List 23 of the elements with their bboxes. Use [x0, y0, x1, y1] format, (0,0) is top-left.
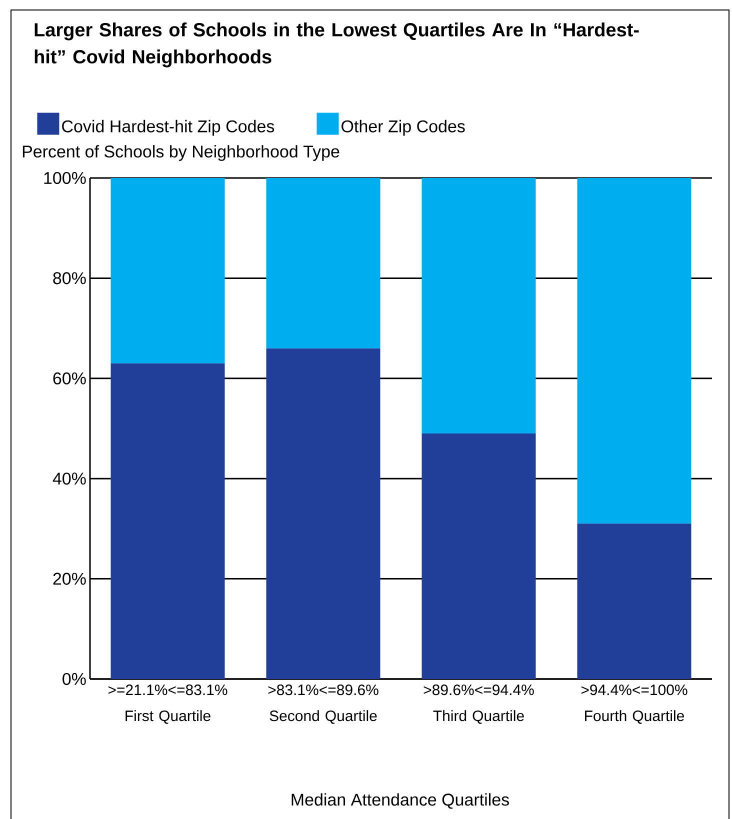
bar — [422, 434, 536, 679]
x-tick-label: >89.6%<=94.4% Third Quartile — [424, 684, 534, 724]
bar — [422, 178, 536, 434]
y-tick-label: 80% — [53, 272, 86, 284]
bar — [110, 363, 225, 679]
legend-label: Other Zip Codes — [342, 120, 465, 136]
x-tick-label: >=21.1%<=83.1% First Quartile — [108, 684, 228, 724]
y-tick-label: 20% — [53, 572, 86, 585]
bar — [266, 178, 380, 348]
bar — [266, 348, 380, 679]
bar — [110, 178, 225, 364]
y-tick-label: 100% — [44, 172, 86, 184]
x-tick-label: >94.4%<=100% Fourth Quartile — [581, 684, 688, 724]
chart-title: Larger Shares of Schools in the Lowest Quartiles Are In “Hardest-hit” Covid Neighborhoods — [34, 22, 639, 68]
bar — [577, 524, 692, 679]
x-axis-title: Median Attendance Quartiles — [292, 793, 509, 809]
y-tick-label: 60% — [53, 372, 86, 384]
legend-label: Covid Hardest-hit Zip Codes — [62, 120, 274, 136]
bar — [577, 178, 692, 524]
y-tick-label: 0% — [62, 672, 86, 686]
x-tick-label: >83.1%<=89.6% Second Quartile — [268, 684, 378, 724]
y-tick-label: 40% — [52, 472, 86, 485]
y-axis-title: Percent of Schools by Neighborhood Type — [22, 145, 340, 161]
